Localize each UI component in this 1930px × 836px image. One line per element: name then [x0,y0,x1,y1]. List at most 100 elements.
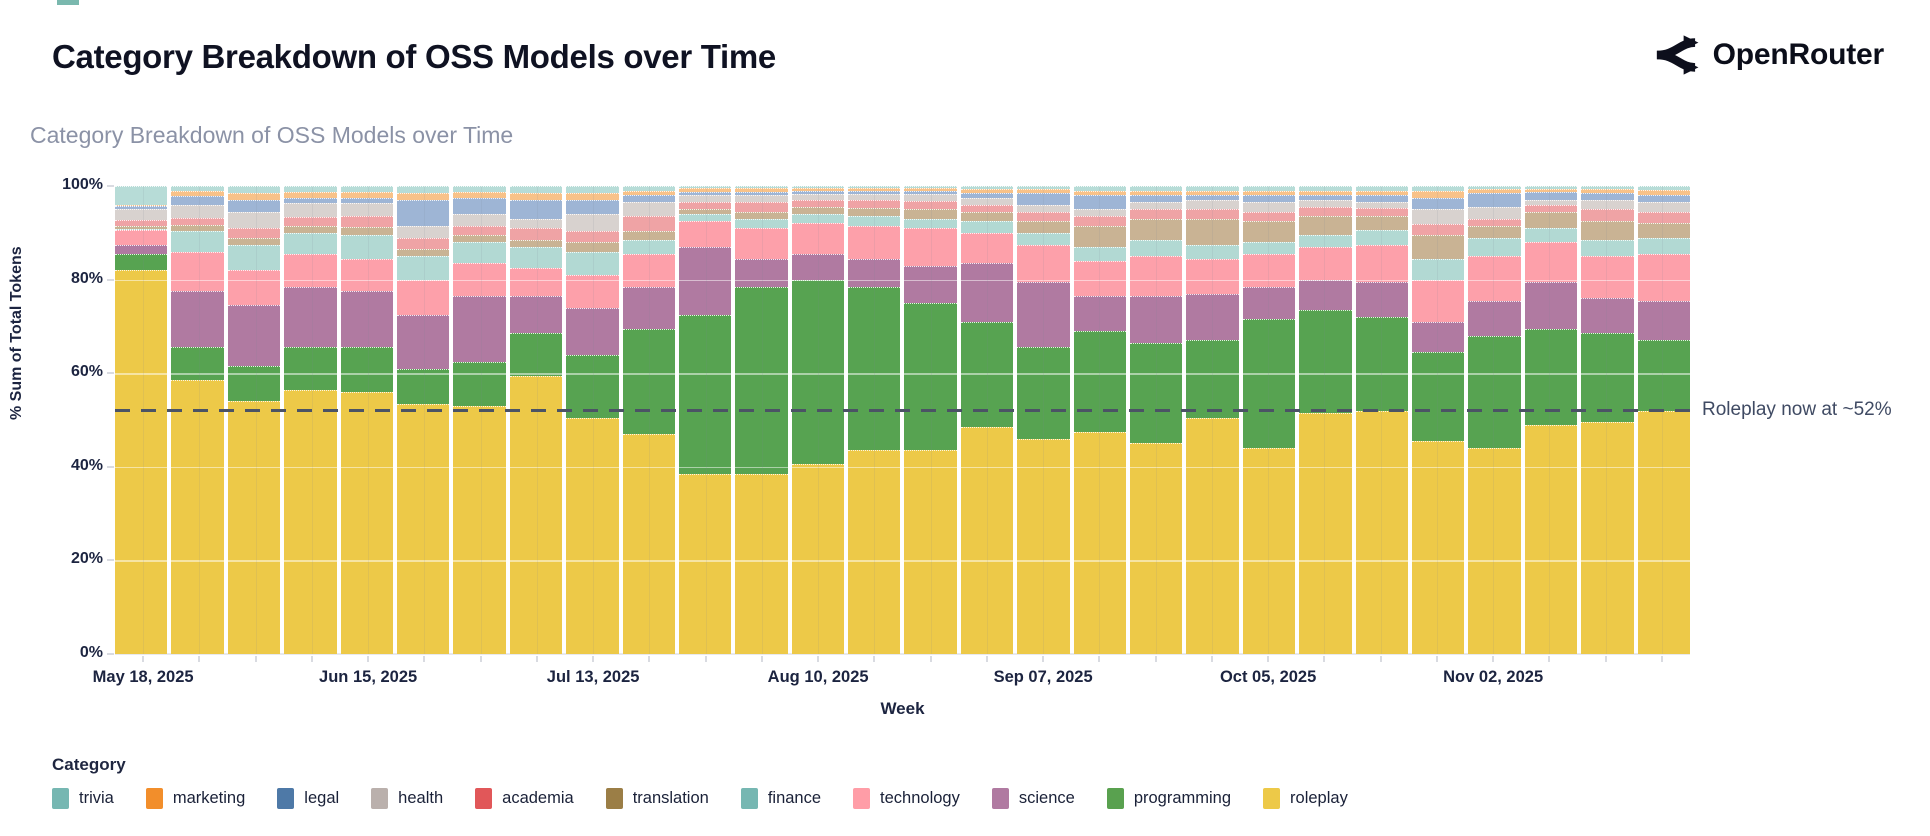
bar-segment-health[interactable] [1411,209,1465,224]
bar-week[interactable] [848,186,901,654]
bar-segment-academia[interactable] [1073,216,1127,226]
legend-item-academia[interactable]: academia [475,788,574,809]
bar-segment-science[interactable] [1524,281,1578,329]
bar-segment-technology[interactable] [1017,244,1070,282]
bar-segment-academia[interactable] [1637,211,1690,224]
bar-segment-technology[interactable] [735,228,788,259]
bar-segment-academia[interactable] [396,237,450,250]
bar-segment-trivia[interactable] [1411,186,1465,191]
bar-segment-programming[interactable] [227,366,281,402]
bar-segment-science[interactable] [1299,279,1352,311]
bar-segment-academia[interactable] [622,216,675,231]
bar-segment-health[interactable] [509,218,563,229]
bar-segment-trivia[interactable] [1637,186,1690,190]
bar-segment-science[interactable] [1130,296,1183,343]
bar-segment-translation[interactable] [453,235,506,243]
bar-segment-science[interactable] [396,314,450,369]
bar-segment-trivia[interactable] [1242,186,1296,191]
bar-segment-finance[interactable] [1186,244,1239,259]
bar-segment-technology[interactable] [227,270,281,306]
bar-segment-technology[interactable] [1355,244,1408,282]
bar-segment-roleplay[interactable] [904,450,957,654]
bar-segment-health[interactable] [115,208,168,221]
bar-segment-translation[interactable] [1299,216,1352,236]
bar-segment-roleplay[interactable] [1411,441,1465,654]
bar-segment-translation[interactable] [1073,225,1127,247]
bar-segment-finance[interactable] [1073,246,1127,261]
bar-segment-health[interactable] [284,203,337,218]
bar-segment-finance[interactable] [171,230,224,252]
bar-segment-trivia[interactable] [1524,186,1578,189]
bar-segment-programming[interactable] [791,279,845,465]
bar-segment-trivia[interactable] [1073,186,1127,191]
bar-segment-science[interactable] [1411,321,1465,353]
bar-segment-academia[interactable] [171,217,224,225]
bar-segment-trivia[interactable] [1299,186,1352,191]
bar-segment-technology[interactable] [904,228,957,266]
legend-item-programming[interactable]: programming [1106,788,1231,809]
bar-segment-trivia[interactable] [1130,186,1183,191]
bar-segment-trivia[interactable] [509,186,563,194]
bar-segment-marketing[interactable] [396,193,450,201]
bar-segment-programming[interactable] [171,347,224,381]
bar-segment-science[interactable] [1186,293,1239,341]
bar-segment-health[interactable] [848,194,901,201]
bar-segment-roleplay[interactable] [678,473,732,654]
bar-segment-finance[interactable] [791,214,845,224]
bar-segment-programming[interactable] [1017,347,1070,439]
bar-segment-translation[interactable] [1524,211,1578,229]
bar-segment-roleplay[interactable] [227,401,281,654]
bar-segment-programming[interactable] [509,333,563,376]
bar-segment-roleplay[interactable] [848,450,901,654]
bar-segment-technology[interactable] [791,223,845,254]
bar-segment-technology[interactable] [848,225,901,259]
bar-segment-programming[interactable] [1130,342,1183,444]
bar-segment-trivia[interactable] [960,186,1014,190]
legend-item-finance[interactable]: finance [740,788,821,809]
bar-week[interactable] [1581,186,1634,654]
bar-segment-translation[interactable] [1017,221,1070,233]
bar-segment-trivia[interactable] [566,186,619,194]
bar-segment-science[interactable] [735,258,788,287]
bar-segment-legal[interactable] [1581,193,1634,201]
bar-segment-technology[interactable] [396,279,450,315]
bar-segment-marketing[interactable] [1299,190,1352,196]
bar-segment-marketing[interactable] [791,188,845,191]
bar-segment-marketing[interactable] [171,190,224,197]
bar-segment-finance[interactable] [1355,230,1408,245]
bar-segment-health[interactable] [791,194,845,201]
bar-segment-programming[interactable] [1242,319,1296,449]
legend-item-trivia[interactable]: trivia [52,788,114,809]
bar-segment-academia[interactable] [735,202,788,212]
bar-week[interactable] [735,186,788,654]
bar-segment-marketing[interactable] [227,193,281,201]
bar-segment-science[interactable] [960,263,1014,322]
bar-segment-legal[interactable] [904,190,957,195]
bar-segment-health[interactable] [1299,200,1352,208]
bar-segment-science[interactable] [171,291,224,348]
bar-segment-marketing[interactable] [735,188,788,192]
bar-segment-roleplay[interactable] [171,380,224,654]
bar-segment-trivia[interactable] [1017,186,1070,190]
bar-segment-programming[interactable] [453,361,506,406]
bar-segment-roleplay[interactable] [1581,422,1634,654]
bar-week[interactable] [791,186,845,654]
bar-segment-academia[interactable] [284,217,337,226]
bar-segment-marketing[interactable] [1411,190,1465,198]
bar-segment-trivia[interactable] [1355,186,1408,191]
bar-segment-science[interactable] [1017,281,1070,348]
bar-segment-technology[interactable] [1581,256,1634,299]
bar-segment-legal[interactable] [566,200,619,215]
bar-segment-health[interactable] [171,204,224,218]
bar-segment-academia[interactable] [1581,209,1634,222]
bar-segment-science[interactable] [1073,296,1127,332]
bar-segment-finance[interactable] [1242,242,1296,254]
bar-segment-finance[interactable] [1017,232,1070,245]
bar-segment-legal[interactable] [1637,195,1690,203]
bar-segment-roleplay[interactable] [1073,431,1127,654]
bar-segment-academia[interactable] [1524,204,1578,212]
bar-segment-science[interactable] [1637,300,1690,341]
bar-segment-legal[interactable] [735,191,788,196]
bar-segment-translation[interactable] [1637,223,1690,238]
bar-segment-marketing[interactable] [453,192,506,198]
